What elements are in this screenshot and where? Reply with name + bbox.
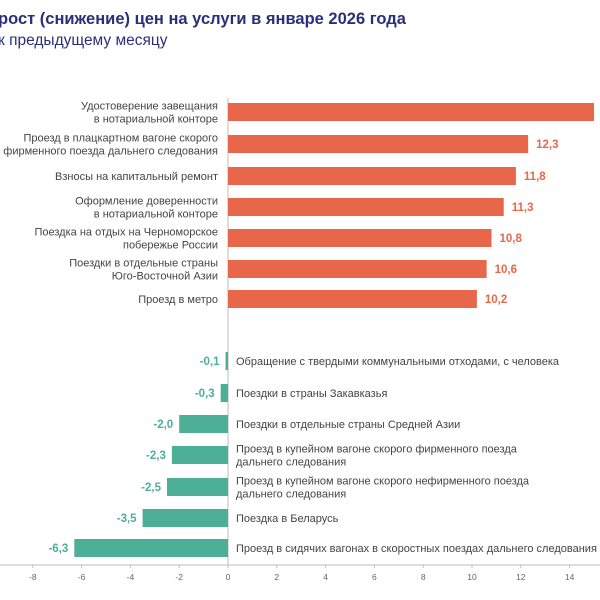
category-label: Проезд в купейном вагоне скорого фирменн… [236, 444, 518, 469]
x-tick-label: 0 [226, 572, 231, 582]
value-label: -6,3 [48, 543, 68, 555]
x-tick-label: 8 [421, 572, 426, 582]
value-label: -2,3 [146, 450, 166, 462]
x-tick-label: 4 [323, 572, 328, 582]
bar [167, 478, 228, 496]
x-tick-label: -8 [29, 572, 37, 582]
bar [228, 290, 477, 308]
chart-title: рост (снижение) цен на услуги в январе 2… [0, 10, 406, 28]
category-label: Удостоверение завещания в нотариальной ко… [81, 101, 218, 126]
x-tick-label: -4 [127, 572, 135, 582]
bar [228, 167, 516, 185]
category-label: Поездки в отдельные страны Средней Азии [236, 419, 460, 431]
x-tick-label: 12 [516, 572, 526, 582]
x-tick-label: 14 [565, 572, 575, 582]
category-label: Поездки в страны Закавказья [236, 388, 387, 400]
value-label: 10,8 [500, 233, 523, 245]
bar [74, 539, 228, 557]
value-label: 11,3 [512, 202, 534, 214]
bar [228, 135, 529, 153]
category-label: Проезд в метро [138, 294, 218, 306]
chart-subtitle: к предыдущему месяцу [0, 32, 168, 49]
category-label: Поездка на отдых на Черноморское побережь… [34, 227, 218, 252]
x-tick-label: 10 [467, 572, 477, 582]
bar [228, 260, 487, 278]
bar [142, 509, 228, 527]
bar [228, 229, 492, 247]
value-label: 12,3 [536, 139, 558, 151]
value-label: -3,5 [117, 513, 137, 525]
x-tick-label: -6 [78, 572, 86, 582]
category-label: Оформление доверенности в нотариальной ко… [75, 196, 218, 221]
category-label: Проезд в сидячих вагонах в скоростных по… [236, 543, 597, 555]
value-label: 10,2 [485, 294, 507, 306]
bar [171, 446, 228, 464]
category-label: Обращение с твердыми коммунальными отход… [236, 356, 560, 368]
x-tick-label: 6 [372, 572, 377, 582]
value-label: -0,1 [200, 356, 220, 368]
bar [225, 352, 228, 370]
value-label: 10,6 [495, 264, 517, 276]
bar [228, 103, 594, 121]
value-label: -0,3 [195, 388, 215, 400]
x-tick-label: -2 [175, 572, 183, 582]
category-label: Взносы на капитальный ремонт [55, 171, 218, 183]
bar [220, 384, 228, 402]
bar [228, 198, 504, 216]
category-label: Поездка в Беларусь [236, 513, 339, 525]
category-label: Проезд в купейном вагоне скорого нефирме… [236, 476, 530, 501]
value-label: -2,0 [153, 419, 173, 431]
value-label: 11,8 [524, 171, 546, 183]
bar [179, 415, 228, 433]
x-tick-label: 2 [274, 572, 279, 582]
category-label: Поездки в отдельные страны Юго-Восточной … [69, 258, 218, 283]
category-label: Проезд в плацкартном вагоне скорого фирме… [3, 133, 218, 158]
value-label: -2,5 [141, 482, 161, 494]
